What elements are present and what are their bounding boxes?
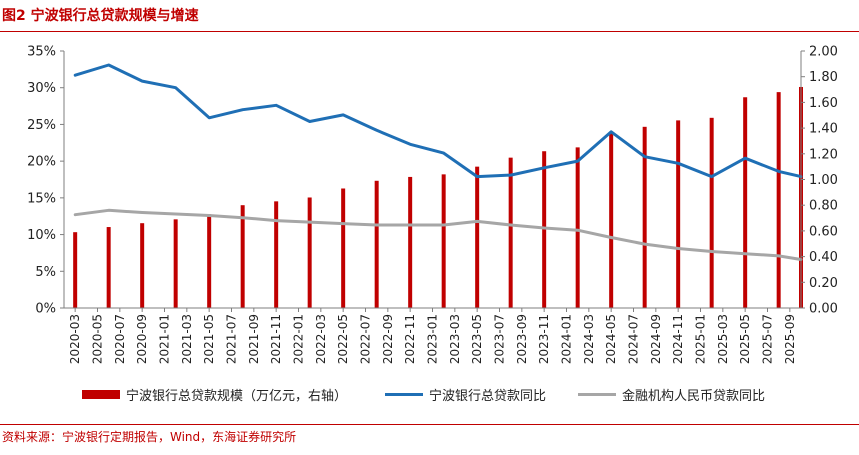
left-tick-label: 15% <box>27 191 56 206</box>
chart: 0% 5% 10% 15% 20% 25% 30% 35% 0.00 0.20 0.40 0.60 0.… <box>27 45 838 405</box>
x-tick-label: 2021-09 <box>247 314 261 364</box>
left-tick-label: 10% <box>27 228 56 243</box>
x-tick-label: 2024-09 <box>649 314 663 364</box>
x-tick-label: 2025-01 <box>694 314 708 364</box>
bar <box>542 151 547 308</box>
x-tick-label: 2025-07 <box>761 314 775 364</box>
x-tick-label: 2023-11 <box>537 314 551 364</box>
source-divider <box>0 424 859 425</box>
x-tick-label: 2024-03 <box>582 314 596 364</box>
axes: 0% 5% 10% 15% 20% 25% 30% 35% 0.00 0.20 0.40 0.60 0.… <box>27 45 838 365</box>
bar <box>508 157 513 308</box>
legend: 宁波银行总贷款规模（万亿元，右轴） 宁波银行总贷款同比 金融机构人民币贷款同比 <box>82 388 765 404</box>
x-tick-label: 2022-05 <box>336 314 350 364</box>
x-tick-label: 2023-01 <box>426 314 440 364</box>
bar <box>173 219 178 308</box>
bar <box>73 232 78 308</box>
left-tick-label: 0% <box>35 302 56 317</box>
bar <box>207 214 212 308</box>
x-tick-label: 2022-01 <box>292 314 306 364</box>
x-tick-label: 2024-11 <box>671 314 685 364</box>
figure-title: 图2 宁波银行总贷款规模与增速 <box>2 8 199 24</box>
x-tick-label: 2025-05 <box>738 314 752 364</box>
x-tick-label: 2020-09 <box>135 314 149 364</box>
right-tick-label: 0.00 <box>809 302 838 317</box>
bar <box>441 174 446 308</box>
bar <box>106 227 111 308</box>
bar <box>776 92 781 308</box>
x-tick-label: 2020-03 <box>68 314 82 364</box>
bar <box>374 180 379 308</box>
x-tick-label: 2025-09 <box>783 314 797 364</box>
bar <box>709 117 714 308</box>
x-tick-label: 2021-07 <box>225 314 239 364</box>
line-series <box>73 63 803 261</box>
x-tick-label: 2022-07 <box>359 314 373 364</box>
x-tick-label: 2024-01 <box>560 314 574 364</box>
left-tick-label: 30% <box>27 81 56 96</box>
bank-loan-yoy-line <box>73 63 803 179</box>
x-tick-label: 2020-07 <box>113 314 127 364</box>
x-tick-label: 2021-01 <box>158 314 172 364</box>
bar <box>274 201 279 308</box>
bar <box>475 166 480 308</box>
x-tick-label: 2021-11 <box>269 314 283 364</box>
right-tick-label: 0.20 <box>809 276 838 291</box>
legend-item-loan-scale-swatch <box>82 390 120 399</box>
left-tick-label: 35% <box>27 45 56 60</box>
right-tick-label: 0.80 <box>809 199 838 214</box>
x-tick-label: 2022-09 <box>381 314 395 364</box>
source-note: 资料来源：宁波银行定期报告，Wind，东海证券研究所 <box>2 430 297 444</box>
legend-item-industry-yoy-label: 金融机构人民币贷款同比 <box>622 388 765 404</box>
legend-item-loan-scale-label: 宁波银行总贷款规模（万亿元，右轴） <box>126 388 347 404</box>
x-tick-label: 2023-05 <box>470 314 484 364</box>
right-tick-label: 1.80 <box>809 70 838 85</box>
x-tick-label: 2022-11 <box>403 314 417 364</box>
right-tick-label: 0.40 <box>809 250 838 265</box>
bar <box>743 97 748 308</box>
x-tick-label: 2023-07 <box>493 314 507 364</box>
bar <box>676 120 681 308</box>
x-tick-label: 2022-03 <box>314 314 328 364</box>
left-tick-label: 5% <box>35 265 56 280</box>
right-tick-label: 1.60 <box>809 96 838 111</box>
right-tick-label: 2.00 <box>809 45 838 60</box>
right-tick-label: 1.20 <box>809 147 838 162</box>
x-tick-label: 2025-03 <box>716 314 730 364</box>
x-tick-label: 2021-03 <box>180 314 194 364</box>
bar <box>307 197 312 308</box>
x-tick-label: 2023-09 <box>515 314 529 364</box>
right-tick-label: 1.00 <box>809 173 838 188</box>
bar <box>575 147 580 308</box>
left-tick-label: 20% <box>27 155 56 170</box>
industry-loan-yoy-line <box>73 208 803 261</box>
bar-series <box>73 86 803 308</box>
bar <box>408 176 413 308</box>
left-tick-label: 25% <box>27 118 56 133</box>
bar <box>341 188 346 308</box>
legend-item-bank-yoy-label: 宁波银行总贷款同比 <box>429 388 546 404</box>
right-tick-label: 0.60 <box>809 224 838 239</box>
x-tick-label: 2023-03 <box>448 314 462 364</box>
x-tick-label: 2021-05 <box>202 314 216 364</box>
bar <box>609 131 614 308</box>
bar <box>140 223 145 308</box>
bar <box>642 126 647 308</box>
bar <box>240 205 245 308</box>
x-tick-label: 2024-05 <box>604 314 618 364</box>
title-divider <box>0 31 859 32</box>
x-tick-label: 2020-05 <box>91 314 105 364</box>
x-tick-label: 2024-07 <box>627 314 641 364</box>
right-tick-label: 1.40 <box>809 122 838 137</box>
